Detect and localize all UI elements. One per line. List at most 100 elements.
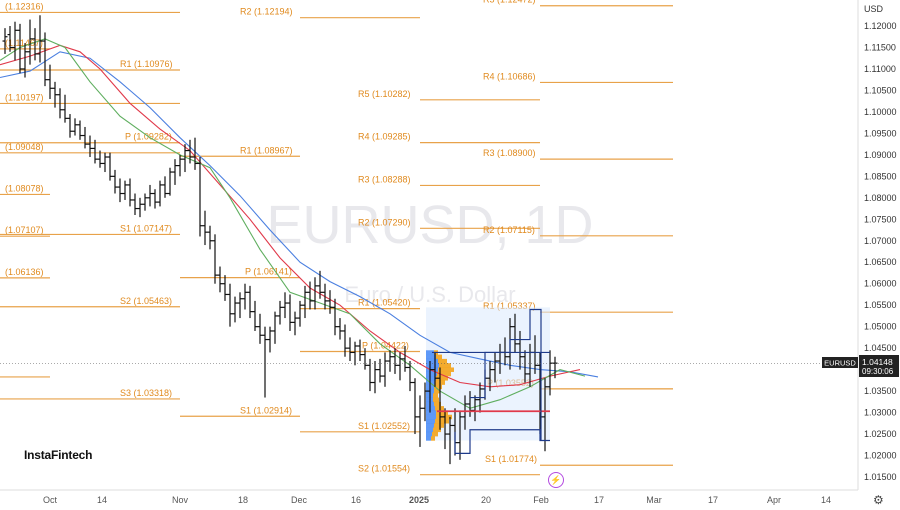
x-tick-label: 17 bbox=[594, 495, 604, 505]
volume-profile-row bbox=[426, 350, 434, 355]
pivot-label: S3 (1.03318) bbox=[120, 388, 172, 398]
volume-profile-row bbox=[434, 423, 444, 428]
volume-profile-row bbox=[426, 376, 436, 381]
x-tick-label: 16 bbox=[351, 495, 361, 505]
range-mid-steps bbox=[470, 308, 542, 441]
price-axis[interactable]: USD 1.12000 1.11500 1.11000 1.10500 1.10000 1… bbox=[857, 0, 897, 490]
x-tick-label: 14 bbox=[821, 495, 831, 505]
y-tick-label: 1.08000 bbox=[864, 193, 897, 203]
x-tick-label: Feb bbox=[533, 495, 549, 505]
pivot-label: S1 (1.07147) bbox=[120, 223, 172, 233]
settings-icon[interactable]: ⚙ bbox=[873, 493, 884, 507]
ma-line-green bbox=[0, 38, 586, 409]
pivot-label: R2 (1.07290) bbox=[358, 217, 411, 227]
pivot-label: P (1.04422) bbox=[362, 340, 409, 350]
volume-profile-row bbox=[426, 410, 436, 415]
volume-profile-row bbox=[438, 367, 454, 372]
volume-profile-row bbox=[431, 436, 435, 441]
x-tick-label: Apr bbox=[767, 495, 781, 505]
y-tick-label: 1.03000 bbox=[864, 408, 897, 418]
pivot-label: S1 (1.01774) bbox=[485, 454, 537, 464]
range-overlays bbox=[432, 308, 550, 454]
time-axis[interactable]: Oct 14 Nov 18 Dec 16 2025 20 Feb 17 Mar 17 Apr 14 bbox=[0, 489, 858, 505]
pivot-label: R1 (1.10976) bbox=[120, 59, 173, 69]
volume-profile-row bbox=[433, 397, 439, 403]
pivot-label: S1 (1.02552) bbox=[358, 421, 410, 431]
volume-profile-row bbox=[426, 419, 435, 424]
pivot-label: R1 (1.05337) bbox=[483, 301, 536, 311]
volume-profile-row bbox=[426, 354, 436, 360]
pivot-label: (1.10197) bbox=[5, 92, 44, 102]
pivot-label: S2 (1.01554) bbox=[358, 464, 410, 474]
y-tick-label: 1.06000 bbox=[864, 279, 897, 289]
volume-profile-row bbox=[436, 376, 448, 381]
y-tick-label: 1.04500 bbox=[864, 343, 897, 353]
volume-profile-row bbox=[426, 431, 432, 437]
volume-profile-row bbox=[426, 371, 437, 377]
range-low-steps bbox=[454, 429, 550, 454]
pivot-label: R5 (1.10282) bbox=[358, 89, 411, 99]
pivot-label: (1.08078) bbox=[5, 183, 44, 193]
y-tick-label: 1.07000 bbox=[864, 236, 897, 246]
volume-profile-row bbox=[433, 393, 438, 398]
pivot-label: S1 (1.02914) bbox=[240, 405, 292, 415]
y-tick-label: 1.11500 bbox=[864, 42, 896, 52]
pivot-label: R1 (1.08967) bbox=[240, 145, 293, 155]
volume-profile-row bbox=[426, 414, 436, 420]
x-tick-label: 18 bbox=[238, 495, 248, 505]
volume-profile-row bbox=[433, 427, 441, 433]
y-tick-label: 1.10500 bbox=[864, 85, 897, 95]
pivot-levels: (1.12316) R2 (1.12194) R5 (1.12472) (1.1146… bbox=[0, 0, 673, 476]
pivot-label: (1.12316) bbox=[5, 1, 44, 11]
pivot-label: R2 (1.12194) bbox=[240, 7, 293, 17]
volume-profile-row bbox=[434, 401, 441, 407]
ohlc-bars bbox=[2, 15, 558, 465]
volume-profile-row bbox=[426, 363, 439, 368]
x-tick-label: 2025 bbox=[409, 495, 429, 505]
pivot-label: P (1.06141) bbox=[245, 267, 292, 277]
y-tick-label: 1.07500 bbox=[864, 214, 897, 224]
y-tick-label: 1.09500 bbox=[864, 128, 897, 138]
pivot-label: (1.11467) bbox=[5, 38, 43, 48]
y-tick-label: 1.05500 bbox=[864, 300, 897, 310]
price-tag-ticker: EURUSD bbox=[824, 359, 856, 368]
volume-profile-row bbox=[432, 431, 438, 437]
volume-profile-row bbox=[434, 384, 442, 390]
pivot-label: R4 (1.09285) bbox=[358, 132, 411, 142]
pivot-label: R4 (1.10686) bbox=[483, 71, 536, 81]
pivot-label: S2 (1.05463) bbox=[120, 296, 172, 306]
volume-profile-row bbox=[439, 363, 451, 368]
ticker-watermark: EURUSD, 1D bbox=[266, 195, 593, 255]
x-tick-label: Nov bbox=[172, 495, 189, 505]
y-tick-label: 1.02500 bbox=[864, 429, 897, 439]
volume-profile-row bbox=[436, 410, 448, 415]
y-tick-label: 1.05000 bbox=[864, 322, 897, 332]
volume-profile-row bbox=[426, 436, 431, 441]
x-tick-label: 17 bbox=[708, 495, 718, 505]
flash-icon[interactable]: ⚡ bbox=[548, 472, 564, 488]
current-price-tag: EURUSD 1.04148 09:30:06 bbox=[822, 355, 899, 377]
x-tick-label: Mar bbox=[646, 495, 662, 505]
volume-profile-row bbox=[437, 371, 451, 377]
y-tick-label: 1.02000 bbox=[864, 451, 897, 461]
pivot-label: R5 (1.12472) bbox=[483, 0, 536, 5]
symbol-watermark: EURUSD, 1D Euro / U.S. Dollar bbox=[266, 195, 593, 307]
currency-label: USD bbox=[864, 4, 884, 14]
pivot-label: R1 (1.05420) bbox=[358, 298, 411, 308]
y-tick-label: 1.12000 bbox=[864, 21, 897, 31]
y-tick-label: 1.10000 bbox=[864, 107, 897, 117]
x-tick-label: Oct bbox=[43, 495, 58, 505]
volume-profile-row bbox=[438, 358, 447, 364]
y-tick-label: 1.01500 bbox=[864, 472, 897, 482]
volume-profile-row bbox=[426, 427, 433, 433]
volume-profile-row bbox=[426, 423, 434, 428]
volume-profile-row bbox=[435, 419, 449, 424]
volume-profile-row bbox=[426, 358, 438, 364]
volume-profile-row bbox=[436, 354, 442, 360]
pivot-label: (1.09048) bbox=[5, 142, 44, 152]
y-tick-label: 1.06500 bbox=[864, 257, 897, 267]
pivot-label: R3 (1.08288) bbox=[358, 174, 411, 184]
y-tick-label: 1.08500 bbox=[864, 171, 897, 181]
pivot-label: (1.06136) bbox=[5, 267, 44, 277]
